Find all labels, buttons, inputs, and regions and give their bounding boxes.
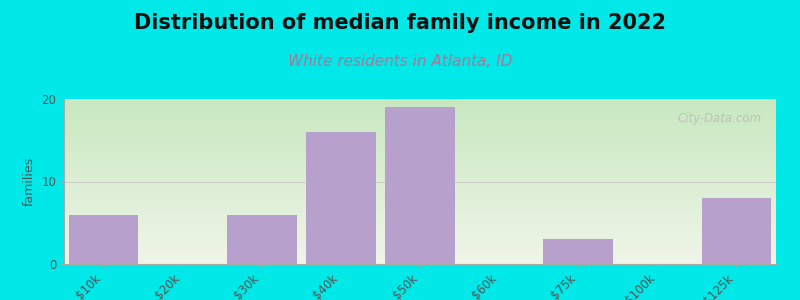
Text: City-Data.com: City-Data.com xyxy=(678,112,762,125)
Text: White residents in Atlanta, ID: White residents in Atlanta, ID xyxy=(288,54,512,69)
Bar xyxy=(702,198,771,264)
Text: Distribution of median family income in 2022: Distribution of median family income in … xyxy=(134,13,666,33)
Bar xyxy=(385,107,455,264)
Bar xyxy=(543,239,613,264)
Y-axis label: families: families xyxy=(23,157,36,206)
Bar xyxy=(227,214,297,264)
Bar xyxy=(69,214,138,264)
Bar xyxy=(306,132,376,264)
